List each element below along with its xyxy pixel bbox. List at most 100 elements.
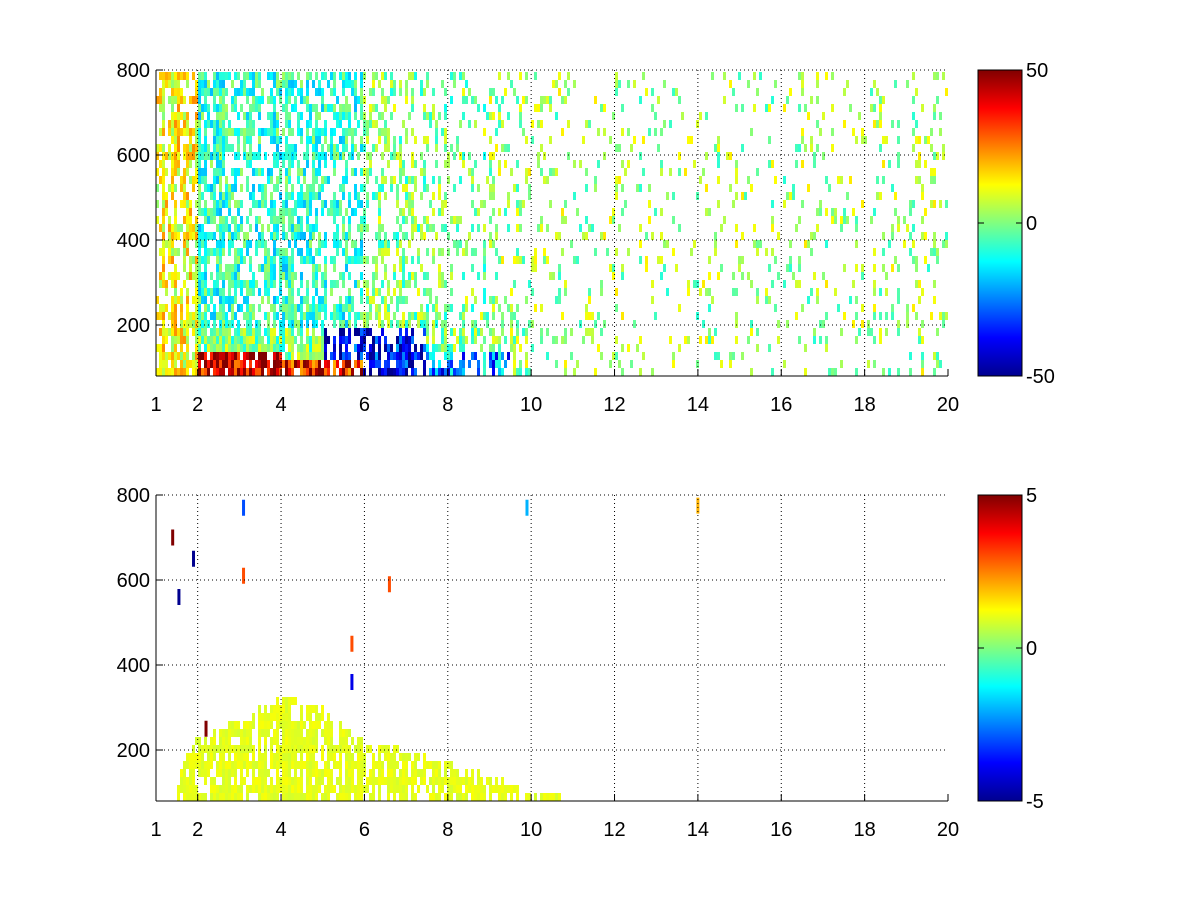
heatmap-cell [411,88,414,96]
heatmap-cell [216,769,219,777]
heatmap-cell [243,753,246,761]
heatmap-cell [279,336,282,344]
heatmap-cell [663,264,666,272]
heatmap-cell [564,368,567,376]
heatmap-cell [435,232,438,240]
heatmap-cell [204,144,207,152]
heatmap-cell [651,104,654,112]
heatmap-cell [309,208,312,216]
heatmap-cell [222,200,225,208]
heatmap-cell [372,352,375,360]
heatmap-cell [378,112,381,120]
heatmap-cell [186,80,189,88]
heatmap-cell [213,128,216,136]
heatmap-cell [291,104,294,112]
heatmap-cell [315,705,318,713]
heatmap-cell [219,168,222,176]
heatmap-cell [264,344,267,352]
heatmap-cell [357,312,360,320]
heatmap-cell [756,288,759,296]
x-tick-label: 1 [150,394,161,416]
heatmap-cell [858,112,861,120]
heatmap-cell [420,264,423,272]
heatmap-cell [258,240,261,248]
heatmap-cell [213,208,216,216]
heatmap-cell [234,104,237,112]
heatmap-cell [390,769,393,777]
heatmap-cell [186,240,189,248]
heatmap-cell [285,304,288,312]
heatmap-cell [351,753,354,761]
heatmap-cell [423,272,426,280]
heatmap-cell [468,120,471,128]
heatmap-cell [639,224,642,232]
heatmap-cell [462,344,465,352]
heatmap-cell [342,785,345,793]
heatmap-cell [462,96,465,104]
heatmap-cell [441,224,444,232]
heatmap-cell [660,160,663,168]
heatmap-cell [597,344,600,352]
heatmap-cell [282,697,285,705]
heatmap-cell [216,288,219,296]
x-tick-label: 12 [603,819,625,841]
heatmap-cell [264,272,267,280]
heatmap-cell [510,336,513,344]
heatmap-cell [345,352,348,360]
heatmap-cell [516,256,519,264]
heatmap-cell [285,104,288,112]
heatmap-cell [822,272,825,280]
heatmap-cell [252,721,255,729]
heatmap-cell [336,152,339,160]
heatmap-cell [360,296,363,304]
heatmap-cell [558,272,561,280]
heatmap-cell [795,224,798,232]
heatmap-cell [288,761,291,769]
heatmap-cell [654,208,657,216]
heatmap-cell [528,320,531,328]
heatmap-cell [288,344,291,352]
heatmap-cell [297,352,300,360]
heatmap-cell [681,112,684,120]
heatmap-cell [345,761,348,769]
heatmap-cell [327,777,330,785]
heatmap-cell [420,224,423,232]
heatmap-cell [828,184,831,192]
heatmap-cell [354,192,357,200]
heatmap-cell [183,168,186,176]
heatmap-cell [387,769,390,777]
heatmap-cell [300,128,303,136]
heatmap-cell [291,320,294,328]
heatmap-cell [366,745,369,753]
heatmap-cell [438,208,441,216]
heatmap-cell [498,304,501,312]
heatmap-cell [483,104,486,112]
heatmap-cell [405,88,408,96]
heatmap-cell [312,272,315,280]
heatmap-cell [207,256,210,264]
heatmap-cell [441,200,444,208]
heatmap-cell [516,248,519,256]
heatmap-cell [345,248,348,256]
heatmap-cell [399,168,402,176]
heatmap-cell [213,168,216,176]
heatmap-cell [192,745,195,753]
heatmap-cell [393,176,396,184]
heatmap-cell [558,793,561,801]
heatmap-cell [423,136,426,144]
heatmap-cell [411,352,414,360]
heatmap-cell [186,352,189,360]
heatmap-cell [348,272,351,280]
heatmap-cell [393,80,396,88]
heatmap-cell [618,360,621,368]
heatmap-cell [213,320,216,328]
heatmap-cell [231,312,234,320]
heatmap-cell [441,328,444,336]
heatmap-cell [183,280,186,288]
heatmap-cell [813,272,816,280]
heatmap-cell [255,777,258,785]
heatmap-cell [204,72,207,80]
heatmap-cell [273,344,276,352]
heatmap-cell [345,208,348,216]
heatmap-cell [882,160,885,168]
